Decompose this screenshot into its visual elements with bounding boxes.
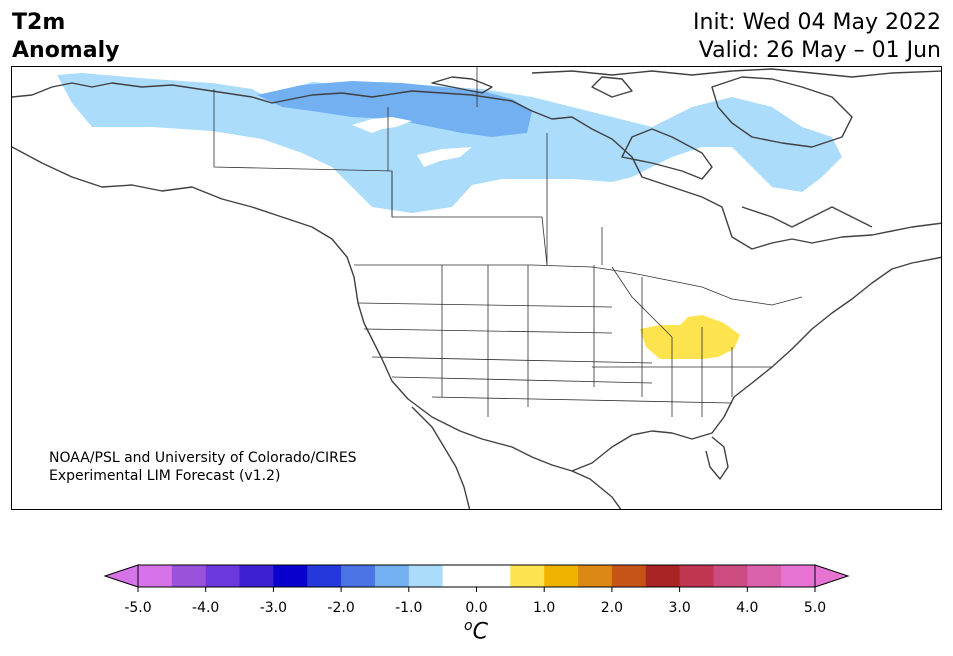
forecast-dates: Init: Wed 04 May 2022 Valid: 26 May – 01… xyxy=(693,9,941,65)
anomaly-yellow-area xyxy=(640,315,740,359)
colorbar-tick-label: 3.0 xyxy=(668,600,691,616)
colorbar-swatch xyxy=(374,565,410,587)
colorbar-tick-label: 4.0 xyxy=(736,600,759,616)
colorbar-unit: oC xyxy=(464,618,488,644)
credit-line-2: Experimental LIM Forecast (v1.2) xyxy=(49,468,281,484)
north-america-map xyxy=(12,67,941,509)
colorbar-swatch xyxy=(747,565,782,587)
colorbar-tick-label: -5.0 xyxy=(124,600,152,616)
colorbar-swatch xyxy=(341,565,376,587)
title-type: Anomaly xyxy=(12,38,120,63)
unit-letter: C xyxy=(472,619,488,645)
colorbar-tick-label: -2.0 xyxy=(327,600,355,616)
colorbar-swatch xyxy=(171,565,207,587)
colorbar-swatch xyxy=(544,565,579,587)
colorbar-swatch xyxy=(205,565,241,587)
map-title: T2m Anomaly xyxy=(12,9,119,65)
anomaly-light-blue-area xyxy=(57,73,842,213)
colorbar-swatches xyxy=(103,564,850,592)
colorbar-swatch xyxy=(645,565,681,587)
title-variable: T2m xyxy=(12,10,66,35)
colorbar-tick-label: 1.0 xyxy=(533,600,556,616)
colorbar-swatch xyxy=(679,565,714,587)
colorbar: -5.0 -4.0 -3.0 -2.0 -1.0 0.0 1.0 2.0 3.0 4.0 5.0 o… xyxy=(0,560,953,656)
colorbar-over-arrow xyxy=(814,564,850,588)
colorbar-swatch xyxy=(273,565,308,587)
colorbar-tick-label: 0.0 xyxy=(465,600,488,616)
colorbar-swatch xyxy=(713,565,748,587)
colorbar-swatch xyxy=(476,565,511,587)
colorbar-swatch xyxy=(138,565,173,587)
colorbar-swatch xyxy=(510,565,545,587)
unit-degree-mark: o xyxy=(464,618,473,634)
great-slave-lake xyxy=(417,147,472,167)
credit-text: NOAA/PSL and University of Colorado/CIRE… xyxy=(49,449,357,485)
colorbar-tick-label: -4.0 xyxy=(192,600,220,616)
colorbar-swatch xyxy=(611,565,647,587)
colorbar-swatch xyxy=(307,565,342,587)
colorbar-tick-label: -1.0 xyxy=(395,600,423,616)
init-date: Init: Wed 04 May 2022 xyxy=(693,10,941,35)
colorbar-swatch xyxy=(239,565,274,587)
colorbar-tick-label: 5.0 xyxy=(803,600,827,616)
colorbar-under-arrow xyxy=(103,564,139,588)
borders xyxy=(213,67,803,417)
colorbar-swatch xyxy=(781,565,816,587)
great-bear-lake xyxy=(352,117,412,133)
colorbar-swatch xyxy=(408,565,444,587)
coastlines xyxy=(12,68,941,509)
colorbar-swatch xyxy=(578,565,613,587)
map-panel xyxy=(11,66,942,510)
credit-line-1: NOAA/PSL and University of Colorado/CIRE… xyxy=(49,450,357,466)
colorbar-swatch xyxy=(442,565,477,587)
valid-date: Valid: 26 May – 01 Jun xyxy=(698,38,941,63)
colorbar-tick-label: 2.0 xyxy=(600,600,624,616)
colorbar-tick-label: -3.0 xyxy=(259,600,288,616)
